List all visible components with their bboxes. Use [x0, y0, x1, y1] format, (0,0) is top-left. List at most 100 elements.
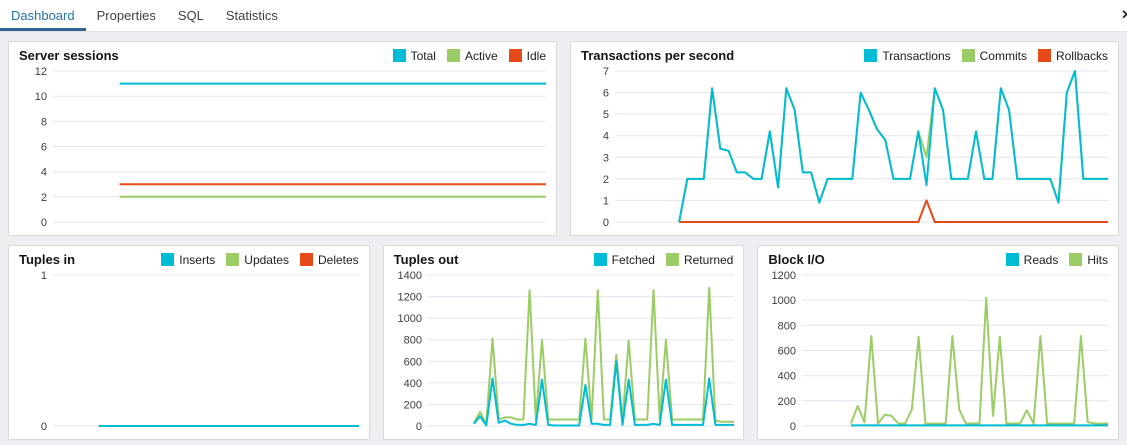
y-tick-label: 7 — [603, 66, 609, 78]
legend-swatch-icon — [161, 253, 175, 266]
chart-canvas: 10 — [41, 270, 359, 433]
legend-item-idle[interactable]: Idle — [508, 48, 546, 63]
tuples-out-chart: 1400 1200 1000 800 600 400 200 0 — [384, 268, 744, 439]
server-sessions-panel: Server sessions Total Active Idle 12 10 8 6 4 2… — [8, 41, 557, 236]
panel-title: Transactions per second — [581, 48, 735, 63]
y-tick-label: 1 — [41, 270, 47, 282]
y-tick-label: 600 — [778, 346, 796, 358]
y-tick-label: 10 — [35, 91, 47, 103]
panel-header: Server sessions Total Active Idle — [9, 42, 556, 64]
series-line-transactions — [678, 70, 1108, 223]
legend-item-returned[interactable]: Returned — [665, 252, 734, 267]
legend-label: Commits — [979, 48, 1027, 63]
tab-bar: Dashboard Properties SQL Statistics ✕ — [0, 0, 1127, 32]
legend-swatch-icon — [961, 49, 975, 62]
chart-legend: Transactions Commits Rollbacks — [853, 49, 1108, 63]
series-line-returned — [472, 286, 734, 425]
y-tick-label: 6 — [41, 142, 47, 154]
legend-label: Hits — [1087, 252, 1109, 267]
legend-item-commits[interactable]: Commits — [961, 48, 1027, 63]
legend-item-active[interactable]: Active — [446, 48, 498, 63]
legend-item-rollbacks[interactable]: Rollbacks — [1037, 48, 1108, 63]
tab-statistics[interactable]: Statistics — [225, 8, 278, 23]
y-tick-label: 0 — [603, 217, 609, 229]
block-io-chart: 1200 1000 800 600 400 200 0 — [758, 268, 1118, 439]
legend-item-total[interactable]: Total — [392, 48, 436, 63]
y-tick-label: 6 — [603, 88, 609, 100]
legend-swatch-icon — [392, 49, 406, 62]
y-tick-label: 0 — [41, 217, 47, 229]
series-line-commits — [678, 70, 1108, 223]
y-tick-label: 1000 — [397, 313, 421, 325]
y-tick-label: 800 — [403, 335, 421, 347]
chart-legend: Reads Hits — [995, 253, 1108, 267]
legend-label: Transactions — [882, 48, 951, 63]
chart-canvas: 1200 1000 800 600 400 200 0 — [772, 270, 1109, 433]
y-tick-label: 12 — [35, 66, 47, 78]
legend-label: Active — [464, 48, 498, 63]
panel-header: Tuples in Inserts Updates Deletes — [9, 246, 369, 268]
dashboard-content: Server sessions Total Active Idle 12 10 8 6 4 2… — [0, 32, 1127, 445]
y-tick-label: 400 — [403, 378, 421, 390]
panel-header: Transactions per second Transactions Comm… — [571, 42, 1118, 64]
y-tick-label: 2 — [41, 192, 47, 204]
panel-header: Tuples out Fetched Returned — [384, 246, 744, 268]
legend-label: Updates — [244, 252, 289, 267]
legend-swatch-icon — [446, 49, 460, 62]
legend-label: Total — [410, 48, 436, 63]
legend-item-transactions[interactable]: Transactions — [864, 48, 951, 63]
legend-label: Deletes — [317, 252, 359, 267]
series-line-fetched — [472, 360, 734, 427]
close-icon[interactable]: ✕ — [1121, 7, 1127, 23]
tab-properties[interactable]: Properties — [96, 8, 156, 23]
legend-item-fetched[interactable]: Fetched — [593, 252, 655, 267]
transactions-per-second-panel: Transactions per second Transactions Comm… — [570, 41, 1119, 236]
y-tick-label: 1200 — [772, 270, 796, 282]
chart-legend: Total Active Idle — [382, 49, 546, 63]
legend-item-deletes[interactable]: Deletes — [299, 252, 359, 267]
legend-swatch-icon — [1037, 49, 1051, 62]
panel-title: Block I/O — [768, 252, 825, 267]
chart-canvas: 7 6 5 4 3 2 1 0 — [603, 66, 1108, 229]
y-tick-label: 4 — [41, 167, 47, 179]
server-sessions-chart: 12 10 8 6 4 2 0 — [9, 64, 556, 235]
y-tick-label: 1 — [603, 195, 609, 207]
legend-swatch-icon — [1005, 253, 1019, 266]
series-line-rollbacks — [679, 199, 1108, 223]
panel-header: Block I/O Reads Hits — [758, 246, 1118, 268]
legend-label: Inserts — [179, 252, 216, 267]
legend-swatch-icon — [1069, 253, 1083, 266]
chart-legend: Fetched Returned — [583, 252, 734, 267]
legend-item-inserts[interactable]: Inserts — [161, 253, 215, 267]
tuples-out-panel: Tuples out Fetched Returned 1400 1200 1000 8… — [382, 245, 745, 440]
y-tick-label: 0 — [41, 421, 47, 433]
y-tick-label: 1200 — [397, 292, 421, 304]
y-tick-label: 8 — [41, 116, 47, 128]
y-tick-label: 400 — [778, 371, 796, 383]
tab-dashboard[interactable]: Dashboard — [0, 0, 86, 31]
legend-item-hits[interactable]: Hits — [1069, 253, 1108, 267]
y-tick-label: 0 — [790, 421, 796, 433]
legend-label: Fetched — [611, 252, 655, 267]
legend-item-reads[interactable]: Reads — [1005, 252, 1059, 267]
y-tick-label: 5 — [603, 109, 609, 121]
tab-sql[interactable]: SQL — [177, 8, 204, 23]
chart-canvas: 1400 1200 1000 800 600 400 200 0 — [397, 270, 734, 433]
transactions-per-second-chart: 7 6 5 4 3 2 1 0 — [571, 64, 1118, 235]
legend-label: Returned — [683, 252, 734, 267]
legend-item-updates[interactable]: Updates — [226, 253, 289, 267]
legend-label: Reads — [1023, 252, 1059, 267]
legend-label: Idle — [526, 48, 546, 63]
panel-title: Tuples out — [393, 252, 459, 267]
y-tick-label: 2 — [603, 174, 609, 186]
legend-label: Rollbacks — [1055, 48, 1108, 63]
panel-title: Server sessions — [19, 48, 119, 63]
series-line-hits — [850, 296, 1109, 425]
y-tick-label: 200 — [403, 399, 421, 411]
dashboard-row-1: Server sessions Total Active Idle 12 10 8 6 4 2… — [8, 41, 1119, 236]
y-tick-label: 3 — [603, 152, 609, 164]
y-tick-label: 800 — [778, 320, 796, 332]
